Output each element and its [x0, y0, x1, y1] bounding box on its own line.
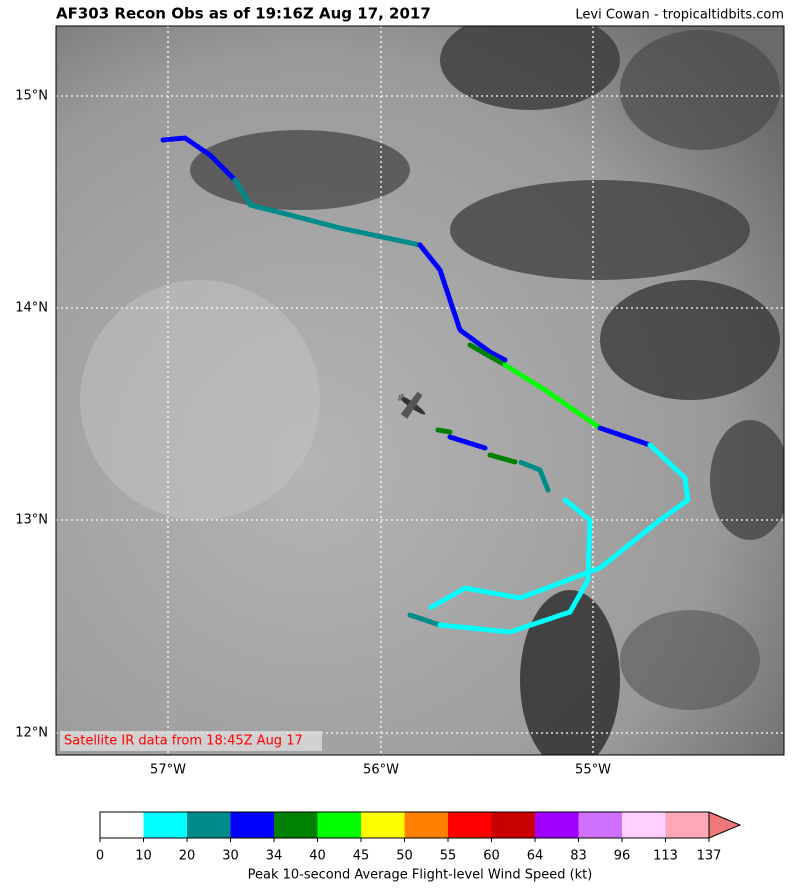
colorbar-segment: [100, 812, 144, 838]
colorbar-tick-label: 55: [440, 849, 457, 864]
colorbar-tick-label: 137: [697, 849, 722, 864]
aircraft-icon: [397, 391, 426, 419]
lon-label: 55°W: [575, 763, 611, 778]
colorbar-segment: [187, 812, 231, 838]
lon-label: 56°W: [363, 763, 399, 778]
colorbar-tick-label: 64: [527, 849, 544, 864]
colorbar-label: Peak 10-second Average Flight-level Wind…: [248, 868, 593, 883]
colorbar-tick-label: 20: [179, 849, 196, 864]
colorbar-segment: [448, 812, 492, 838]
colorbar-segment: [317, 812, 362, 838]
colorbar-tick-label: 10: [135, 849, 152, 864]
credit: Levi Cowan - tropicaltidbits.com: [575, 8, 784, 23]
colorbar-segment: [230, 812, 275, 838]
colorbar-tick-label: 40: [309, 849, 326, 864]
colorbar-segment: [491, 812, 536, 838]
colorbar-tick-label: 83: [570, 849, 587, 864]
title: AF303 Recon Obs as of 19:16Z Aug 17, 201…: [56, 5, 431, 23]
lat-label: 13°N: [15, 513, 48, 528]
colorbar-segment: [404, 812, 449, 838]
colorbar-tick-label: 60: [483, 849, 500, 864]
satellite-image: [56, 26, 784, 755]
colorbar-tick-label: 113: [653, 849, 678, 864]
colorbar: 0 10 20 30 34 40 45 50 55 60 64 83 96 113 137: [96, 811, 742, 864]
flight-track: [160, 135, 691, 635]
colorbar-segment: [578, 812, 623, 838]
lon-label: 57°W: [150, 763, 186, 778]
lat-label: 14°N: [15, 301, 48, 316]
map-frame: [55, 25, 785, 756]
colorbar-segment: [274, 812, 318, 838]
satellite-note: Satellite IR data from 18:45Z Aug 17: [64, 734, 303, 749]
colorbar-tick-label: 45: [353, 849, 370, 864]
colorbar-tick-label: 0: [96, 849, 104, 864]
note-box: [60, 731, 322, 751]
colorbar-extension: [708, 811, 742, 839]
colorbar-segment: [665, 812, 710, 838]
colorbar-tick-label: 30: [222, 849, 239, 864]
colorbar-tick-label: 50: [396, 849, 413, 864]
colorbar-segment: [622, 812, 666, 838]
colorbar-segment: [143, 812, 188, 838]
colorbar-tick-label: 34: [266, 849, 283, 864]
colorbar-tick-label: 96: [614, 849, 631, 864]
lat-label: 12°N: [15, 726, 48, 741]
colorbar-segment: [535, 812, 579, 838]
colorbar-segment: [361, 812, 405, 838]
lat-label: 15°N: [15, 89, 48, 104]
